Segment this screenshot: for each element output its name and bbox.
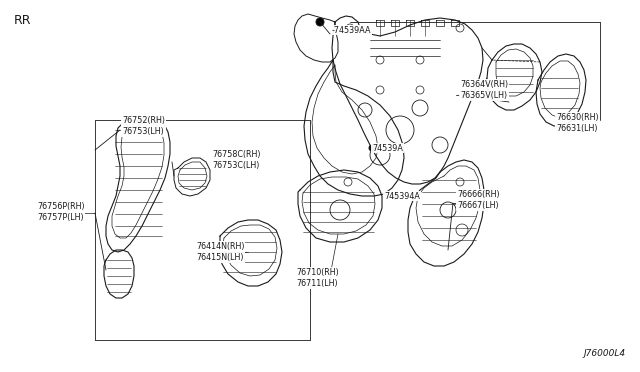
- Text: RR: RR: [14, 14, 31, 27]
- Text: 76758C(RH)
76753C(LH): 76758C(RH) 76753C(LH): [212, 150, 260, 170]
- Text: 76710(RH)
76711(LH): 76710(RH) 76711(LH): [296, 268, 339, 288]
- Text: 76752(RH)
76753(LH): 76752(RH) 76753(LH): [122, 116, 165, 136]
- Text: 76414N(RH)
76415N(LH): 76414N(RH) 76415N(LH): [196, 242, 244, 262]
- Circle shape: [369, 145, 375, 151]
- Text: 745394A: 745394A: [384, 192, 420, 201]
- Text: 74539A: 74539A: [372, 144, 403, 153]
- Text: -74539AA: -74539AA: [332, 26, 371, 35]
- Text: 76364V(RH)
76365V(LH): 76364V(RH) 76365V(LH): [460, 80, 508, 100]
- Text: 76756P(RH)
76757P(LH): 76756P(RH) 76757P(LH): [37, 202, 84, 222]
- Text: 76630(RH)
76631(LH): 76630(RH) 76631(LH): [556, 113, 598, 133]
- Text: J76000L4: J76000L4: [584, 349, 626, 358]
- Text: 76666(RH)
76667(LH): 76666(RH) 76667(LH): [457, 190, 500, 210]
- Circle shape: [316, 18, 324, 26]
- Circle shape: [392, 193, 398, 199]
